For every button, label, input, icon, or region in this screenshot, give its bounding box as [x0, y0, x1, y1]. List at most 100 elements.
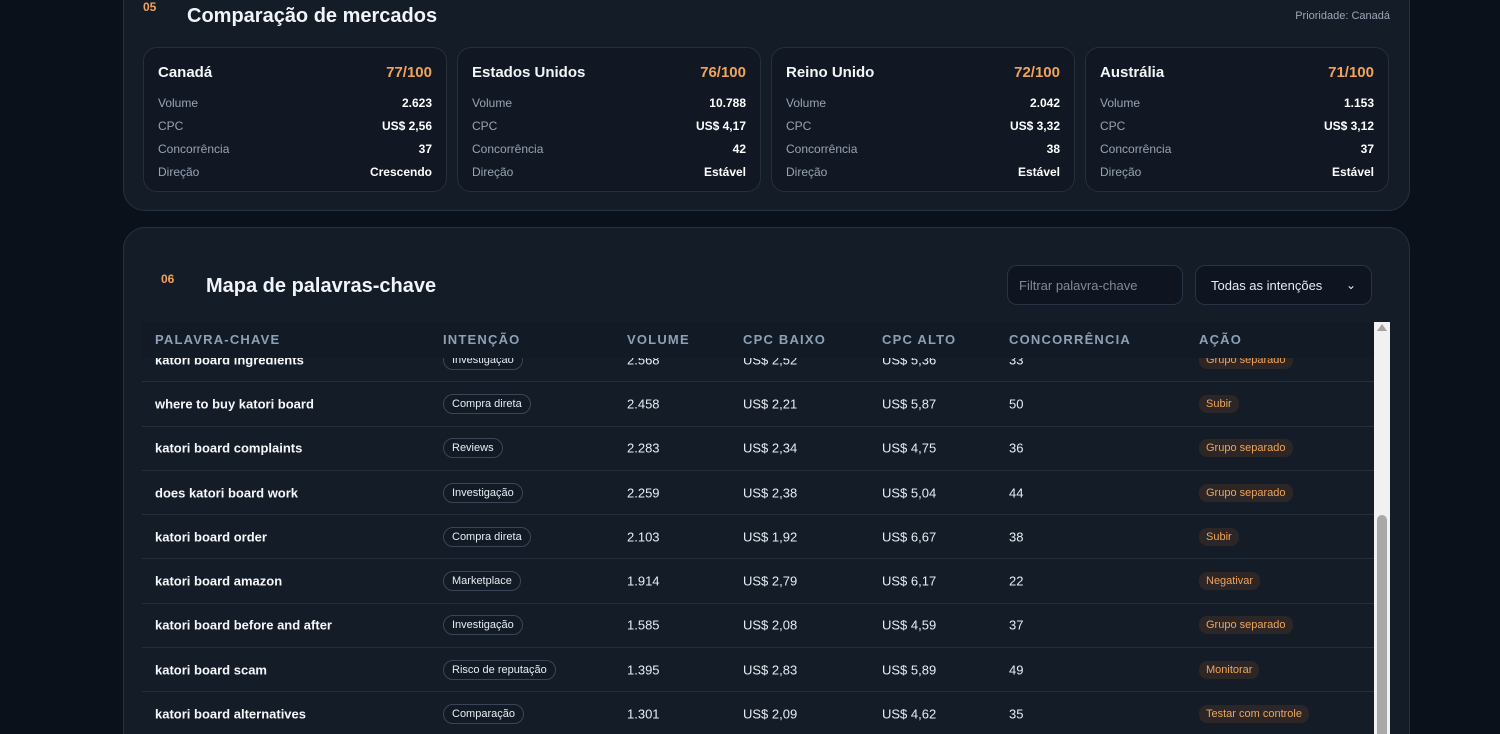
market-card: Estados Unidos 76/100 Volume 10.788 CPC US$ 4…	[457, 47, 761, 192]
market-comparison-panel: 05 Comparação de mercados Prioridade: Ca…	[123, 0, 1410, 211]
metric-value: US$ 3,32	[1009, 118, 1060, 133]
cpc-low-cell: US$ 2,83	[743, 662, 798, 678]
keyword-cell: where to buy katori board	[155, 396, 314, 412]
table-row[interactable]: katori board alternatives Comparação 1.301…	[142, 692, 1374, 734]
intent-pill: Risco de reputação	[443, 659, 556, 680]
competition-cell: 35	[1009, 706, 1024, 722]
market-name: Canadá	[158, 64, 213, 81]
competition-cell: 49	[1009, 662, 1024, 678]
metric-label: Direção	[158, 164, 200, 179]
competition-cell: 37	[1009, 617, 1024, 633]
market-cards: Canadá 77/100 Volume 2.623 CPC US$ 2,56 Concor…	[143, 47, 1389, 192]
volume-cell: 2.103	[627, 529, 660, 545]
keyword-cell: does katori board work	[155, 485, 299, 501]
metric-value: 10.788	[709, 95, 746, 110]
action-tag[interactable]: Monitorar	[1199, 660, 1260, 679]
header-competition[interactable]: CONCORRÊNCIA	[1009, 332, 1132, 347]
header-volume[interactable]: VOLUME	[627, 332, 690, 347]
intent-select[interactable]: Todas as intenções ⌄	[1195, 265, 1372, 305]
cpc-low-cell: US$ 2,34	[743, 440, 798, 456]
action-tag[interactable]: Grupo separado	[1199, 439, 1293, 458]
action-cell: Subir	[1199, 394, 1239, 413]
action-tag[interactable]: Subir	[1199, 394, 1239, 413]
intent-cell: Risco de reputação	[443, 659, 556, 680]
metric-value: US$ 3,12	[1323, 118, 1374, 133]
competition-cell: 38	[1009, 529, 1024, 545]
intent-cell: Comparação	[443, 704, 524, 725]
metric-value: US$ 4,17	[695, 118, 746, 133]
card-metric-row: Direção Estável	[786, 160, 1060, 183]
table-row[interactable]: where to buy katori board Compra direta 2.…	[142, 382, 1374, 427]
table-row[interactable]: katori board before and after Investigaçã…	[142, 604, 1374, 649]
keyword-cell: katori board alternatives	[155, 706, 306, 722]
table-row[interactable]: katori board amazon Marketplace 1.914 US$ 2…	[142, 559, 1374, 604]
cpc-low-cell: US$ 2,38	[743, 485, 798, 501]
metric-value: 37	[418, 141, 432, 156]
table-row[interactable]: katori board complaints Reviews 2.283 US$ 2…	[142, 427, 1374, 471]
volume-cell: 2.458	[627, 396, 660, 412]
card-metric-row: Volume 10.788	[472, 91, 746, 114]
keyword-cell: katori board scam	[155, 662, 267, 678]
action-cell: Monitorar	[1199, 660, 1260, 679]
market-name: Estados Unidos	[472, 64, 586, 81]
section-number: 06	[161, 272, 175, 286]
priority-label: Prioridade: Canadá	[1295, 10, 1390, 22]
header-action[interactable]: AÇÃO	[1199, 332, 1243, 347]
header-cpc-high[interactable]: CPC ALTO	[882, 332, 957, 347]
action-tag[interactable]: Grupo separado	[1199, 616, 1293, 635]
market-card: Reino Unido 72/100 Volume 2.042 CPC US$ 3,32 C…	[771, 47, 1075, 192]
metric-value: 38	[1046, 141, 1060, 156]
metric-label: Concorrência	[472, 141, 544, 156]
keyword-cell: katori board order	[155, 529, 267, 545]
intent-pill: Investigação	[443, 615, 523, 636]
metric-label: Volume	[1100, 95, 1141, 110]
table-row[interactable]: katori board scam Risco de reputação 1.395…	[142, 648, 1374, 693]
competition-cell: 44	[1009, 485, 1024, 501]
action-cell: Grupo separado	[1199, 439, 1293, 458]
cpc-high-cell: US$ 5,04	[882, 485, 937, 501]
action-cell: Testar com controle	[1199, 705, 1309, 724]
metric-value: Estável	[1017, 164, 1060, 179]
metric-label: Direção	[786, 164, 828, 179]
section-title: Comparação de mercados	[187, 5, 438, 27]
keyword-filter-input[interactable]	[1007, 265, 1183, 305]
market-card: Canadá 77/100 Volume 2.623 CPC US$ 2,56 Concor…	[143, 47, 447, 192]
market-score: 71/100	[1328, 64, 1374, 81]
volume-cell: 2.283	[627, 440, 660, 456]
metric-value: Estável	[1331, 164, 1374, 179]
metric-label: CPC	[1100, 118, 1126, 133]
intent-pill: Comparação	[443, 704, 524, 725]
cpc-high-cell: US$ 4,59	[882, 617, 937, 633]
header-intent[interactable]: INTENÇÃO	[443, 332, 521, 347]
action-tag[interactable]: Grupo separado	[1199, 483, 1293, 502]
table-row[interactable]: does katori board work Investigação 2.259 U…	[142, 471, 1374, 516]
card-metric-row: Concorrência 38	[786, 137, 1060, 160]
table-body: katori board ingredients Investigação 2.56…	[142, 338, 1374, 734]
volume-cell: 1.914	[627, 573, 660, 589]
card-metric-row: Volume 2.623	[158, 91, 432, 114]
metric-value: 1.153	[1343, 95, 1374, 110]
action-tag[interactable]: Testar com controle	[1199, 705, 1309, 724]
keyword-cell: katori board complaints	[155, 440, 303, 456]
scroll-thumb[interactable]	[1377, 515, 1387, 734]
cpc-high-cell: US$ 5,89	[882, 662, 937, 678]
metric-value: 37	[1360, 141, 1374, 156]
cpc-low-cell: US$ 1,92	[743, 529, 798, 545]
action-tag[interactable]: Subir	[1199, 527, 1239, 546]
metric-label: Direção	[472, 164, 514, 179]
metric-value: US$ 2,56	[381, 118, 432, 133]
header-keyword[interactable]: PALAVRA-CHAVE	[155, 332, 281, 347]
keyword-cell: katori board before and after	[155, 617, 332, 633]
table-row[interactable]: katori board order Compra direta 2.103 US$ …	[142, 515, 1374, 560]
intent-select-value: Todas as intenções	[1211, 277, 1323, 293]
card-metric-row: Concorrência 37	[1100, 137, 1374, 160]
competition-cell: 36	[1009, 440, 1024, 456]
header-cpc-low[interactable]: CPC BAIXO	[743, 332, 827, 347]
intent-cell: Investigação	[443, 482, 523, 503]
metric-label: Volume	[786, 95, 827, 110]
metric-label: Concorrência	[786, 141, 858, 156]
action-tag[interactable]: Negativar	[1199, 572, 1261, 591]
action-cell: Negativar	[1199, 572, 1261, 591]
scroll-up-arrow-icon[interactable]	[1377, 324, 1387, 331]
table-scrollbar[interactable]	[1374, 322, 1390, 734]
